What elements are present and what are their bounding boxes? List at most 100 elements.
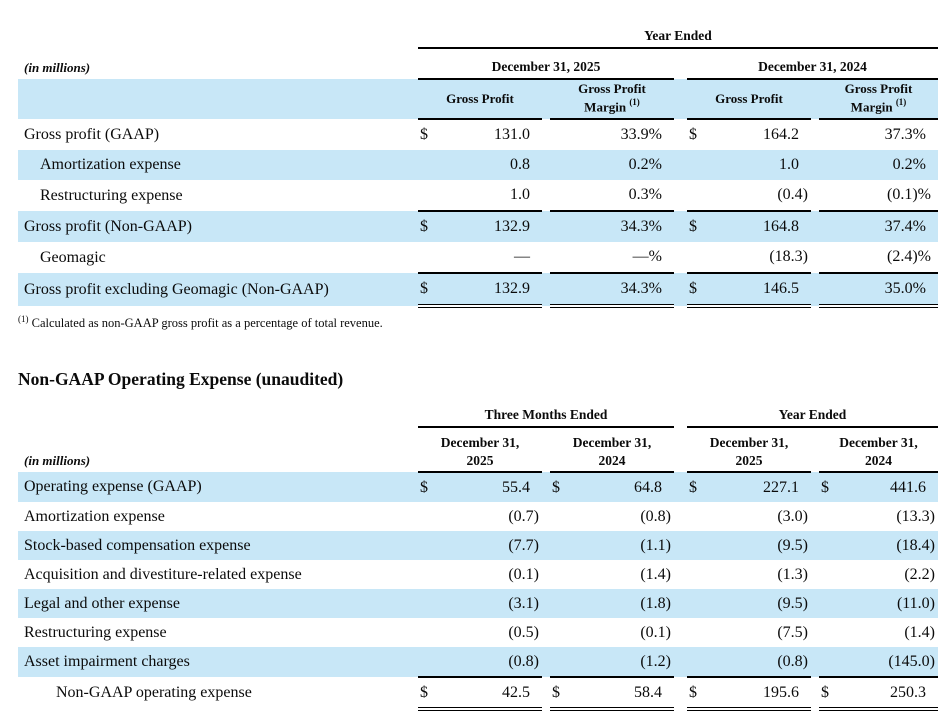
col-header-gross-profit-margin: Gross Profit Margin (1) bbox=[550, 79, 674, 120]
value-cell: 164.2 bbox=[763, 126, 799, 143]
period-header-2024: December 31, 2024 bbox=[687, 48, 938, 80]
currency-cell bbox=[418, 150, 440, 180]
currency-cell bbox=[687, 180, 709, 212]
row-label: Gross profit (GAAP) bbox=[24, 125, 160, 143]
value-cell: (1.4) bbox=[640, 565, 671, 583]
currency-cell bbox=[687, 242, 709, 274]
footnote-ref: (1) bbox=[895, 97, 907, 108]
margin-header-line1: Gross Profit bbox=[578, 81, 646, 97]
value-cell: (1.8) bbox=[572, 589, 674, 619]
currency-cell bbox=[550, 560, 572, 589]
value-cell: (0.5) bbox=[508, 623, 539, 641]
margin-cell: (2.4)% bbox=[819, 242, 938, 274]
table-row: (in millions) December 31, 2025 December … bbox=[18, 427, 938, 474]
column-gap bbox=[542, 180, 550, 211]
value-cell: (0.8) bbox=[709, 647, 811, 679]
column-gap bbox=[811, 79, 819, 119]
column-gap bbox=[674, 119, 687, 150]
value-cell: (7.5) bbox=[777, 623, 808, 641]
col-header-date-2025: December 31, 2025 bbox=[687, 427, 811, 474]
column-gap bbox=[542, 677, 550, 709]
year-ended-header: Year Ended bbox=[687, 400, 938, 429]
column-gap bbox=[674, 677, 687, 709]
column-gap bbox=[542, 560, 550, 589]
column-gap bbox=[542, 618, 550, 647]
currency-cell bbox=[550, 647, 572, 679]
column-gap bbox=[542, 242, 550, 273]
column-gap bbox=[811, 242, 819, 273]
currency-cell: $ bbox=[418, 472, 440, 503]
currency-cell bbox=[687, 150, 709, 180]
margin-header-line2: Margin (1) bbox=[850, 97, 907, 115]
year-ended-header: Year Ended bbox=[418, 18, 938, 49]
currency-cell bbox=[418, 618, 440, 647]
column-gap bbox=[674, 273, 687, 306]
row-label: Gross profit (Non-GAAP) bbox=[18, 211, 418, 242]
value-cell: 64.8 bbox=[572, 472, 674, 503]
value-cell: 131.0 bbox=[494, 126, 530, 143]
column-gap bbox=[542, 531, 550, 561]
margin-cell: 34.3% bbox=[550, 211, 674, 242]
table-row: Operating expense (GAAP) $ 55.4 $ 64.8 $… bbox=[18, 472, 938, 503]
currency-cell: $ bbox=[418, 677, 440, 711]
row-label: Restructuring expense bbox=[24, 623, 167, 641]
currency-cell bbox=[418, 531, 440, 561]
row-label: Amortization expense bbox=[24, 507, 165, 525]
value-cell: (11.0) bbox=[841, 589, 938, 619]
currency-cell bbox=[418, 647, 440, 679]
table-row: Amortization expense 0.8 0.2% 1.0 0.2% bbox=[18, 150, 938, 180]
currency-cell bbox=[687, 647, 709, 679]
footnote-text: Calculated as non-GAAP gross profit as a… bbox=[31, 316, 383, 331]
currency-cell: $ bbox=[418, 273, 440, 308]
document-page: Year Ended (in millions) December 31, 20… bbox=[0, 18, 940, 711]
value-cell: 250.3 bbox=[841, 677, 938, 711]
col-header-gross-profit-margin: Gross Profit Margin (1) bbox=[819, 79, 938, 120]
margin-cell: 37.3% bbox=[884, 126, 926, 143]
row-label: Non-GAAP operating expense bbox=[56, 684, 252, 702]
column-gap bbox=[811, 589, 819, 619]
column-gap bbox=[811, 119, 819, 150]
column-gap bbox=[674, 502, 687, 531]
value-cell: (13.3) bbox=[896, 507, 935, 525]
column-gap bbox=[811, 211, 819, 242]
value-cell: 1.0 bbox=[709, 150, 811, 180]
value-cell: (0.1) bbox=[508, 565, 539, 583]
operating-expense-table: Three Months Ended Year Ended (in millio… bbox=[18, 400, 938, 711]
value-cell: 132.9 bbox=[440, 273, 542, 308]
table-row: Gross profit excluding Geomagic (Non-GAA… bbox=[18, 273, 938, 308]
column-gap bbox=[542, 502, 550, 531]
currency-cell: $ bbox=[819, 472, 841, 503]
col-header-date-2024: December 31, 2024 bbox=[819, 427, 938, 474]
column-gap bbox=[674, 560, 687, 589]
column-gap bbox=[674, 618, 687, 647]
column-gap bbox=[674, 647, 687, 678]
table-row: Restructuring expense (0.5) (0.1) (7.5) … bbox=[18, 618, 938, 647]
column-gap bbox=[811, 560, 819, 589]
column-gap bbox=[674, 211, 687, 242]
currency-cell bbox=[819, 560, 841, 589]
footnote-marker: (1) bbox=[18, 314, 29, 324]
margin-cell: 0.3% bbox=[550, 180, 674, 212]
currency-cell: $ bbox=[687, 273, 709, 308]
table-row: Amortization expense (0.7) (0.8) (3.0) (… bbox=[18, 502, 938, 531]
row-label: Stock-based compensation expense bbox=[18, 531, 418, 561]
col-header-date-2024: December 31, 2024 bbox=[550, 427, 674, 474]
currency-cell bbox=[819, 647, 841, 679]
table-row: Geomagic — —% (18.3) (2.4)% bbox=[18, 242, 938, 274]
currency-cell bbox=[687, 618, 709, 647]
row-label: Operating expense (GAAP) bbox=[18, 472, 418, 503]
currency-cell bbox=[550, 618, 572, 647]
column-gap bbox=[811, 427, 819, 472]
three-months-ended-header: Three Months Ended bbox=[418, 400, 674, 429]
column-gap bbox=[811, 647, 819, 678]
value-cell: (7.7) bbox=[440, 531, 542, 561]
table-row: Gross Profit Gross Profit Margin (1) Gro… bbox=[18, 79, 938, 120]
column-gap bbox=[811, 531, 819, 561]
table-row: Three Months Ended Year Ended bbox=[18, 400, 938, 429]
column-gap bbox=[542, 472, 550, 503]
column-gap bbox=[674, 400, 687, 427]
table-row: Asset impairment charges (0.8) (1.2) (0.… bbox=[18, 647, 938, 679]
currency-cell: $ bbox=[819, 677, 841, 711]
currency-cell bbox=[418, 180, 440, 212]
column-gap bbox=[674, 472, 687, 503]
